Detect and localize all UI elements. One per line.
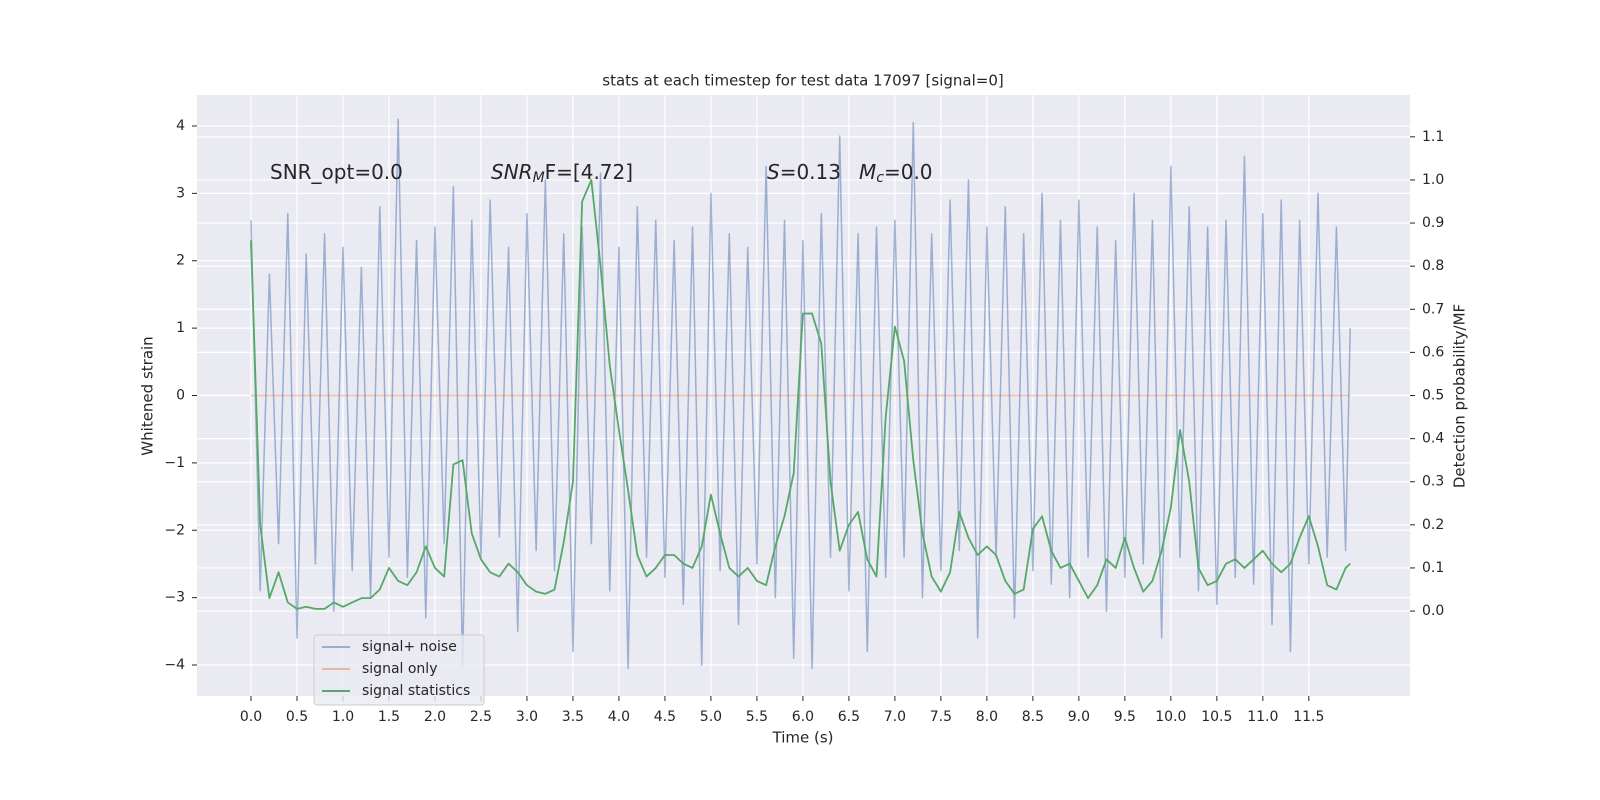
x-tick-label: 4.0 (608, 709, 630, 725)
x-tick-label: 8.0 (976, 709, 998, 725)
y-tick-label: 1 (176, 320, 185, 336)
y2-tick-label: 0.6 (1422, 344, 1444, 360)
y2-tick-label: 0.2 (1422, 517, 1444, 533)
x-tick-label: 1.0 (332, 709, 354, 725)
annotation: SNRMF=[4.72] (491, 160, 633, 187)
x-tick-label: 2.0 (424, 709, 446, 725)
y-tick-label: −1 (164, 455, 185, 471)
annotation: S=0.13 (767, 160, 841, 184)
x-tick-label: 2.5 (470, 709, 492, 725)
x-tick-label: 9.0 (1068, 709, 1090, 725)
series-line (250, 118, 1351, 670)
x-tick-label: 0.5 (286, 709, 308, 725)
y2-tick-label: 0.4 (1422, 431, 1444, 447)
y2-tick-label: 0.7 (1422, 301, 1444, 317)
annotation: SNR_opt=0.0 (270, 160, 403, 184)
x-tick-label: 5.0 (700, 709, 722, 725)
annotation-main: M (859, 160, 876, 184)
y2-tick-label: 0.0 (1422, 603, 1444, 619)
legend-box (313, 634, 485, 706)
y-tick-label: 4 (176, 118, 185, 134)
x-tick-label: 10.5 (1201, 709, 1232, 725)
annotation-rest: =0.0 (884, 160, 933, 184)
annotation-rest: =0.13 (780, 160, 841, 184)
annotation-text: SNR_opt=0.0 (270, 160, 403, 184)
y2-axis-label: Detection probability/MF (1451, 304, 1469, 488)
annotation-sub: c (876, 170, 884, 186)
x-tick-label: 9.5 (1114, 709, 1136, 725)
x-tick-label: 5.5 (746, 709, 768, 725)
x-tick-label: 7.5 (930, 709, 952, 725)
x-tick-label: 10.0 (1155, 709, 1186, 725)
annotation-sub: M (533, 170, 545, 186)
x-tick-label: 3.0 (516, 709, 538, 725)
x-tick-label: 3.5 (562, 709, 584, 725)
x-tick-label: 1.5 (378, 709, 400, 725)
y-tick-label: 0 (176, 388, 185, 404)
x-tick-label: 0.0 (240, 709, 262, 725)
x-tick-label: 11.0 (1247, 709, 1278, 725)
series-line (250, 179, 1351, 610)
y2-tick-label: 1.0 (1422, 172, 1444, 188)
x-tick-label: 7.0 (884, 709, 906, 725)
annotation-rest: F=[4.72] (545, 160, 633, 184)
chart-title: stats at each timestep for test data 170… (602, 72, 1003, 90)
annotation-main: SNR (491, 160, 533, 184)
x-tick-label: 4.5 (654, 709, 676, 725)
annotation: Mc=0.0 (859, 160, 933, 187)
y-tick-label: 3 (176, 185, 185, 201)
y2-tick-label: 0.8 (1422, 258, 1444, 274)
y-tick-label: −2 (164, 522, 185, 538)
y2-tick-label: 0.1 (1422, 560, 1444, 576)
annotation-main: S (767, 160, 780, 184)
legend-label: signal+ noise (362, 639, 457, 655)
y2-tick-label: 1.1 (1422, 129, 1444, 145)
legend-label: signal only (362, 661, 437, 677)
x-tick-label: 8.5 (1022, 709, 1044, 725)
x-tick-label: 6.5 (838, 709, 860, 725)
y2-tick-label: 0.3 (1422, 474, 1444, 490)
y2-tick-label: 0.5 (1422, 388, 1444, 404)
y2-tick-label: 0.9 (1422, 215, 1444, 231)
legend-label: signal statistics (362, 683, 470, 699)
y-axis-label: Whitened strain (139, 336, 157, 455)
x-axis-label: Time (s) (772, 729, 834, 747)
y-tick-label: −3 (164, 590, 185, 606)
y-tick-label: −4 (164, 657, 185, 673)
y-tick-label: 2 (176, 253, 185, 269)
x-tick-label: 11.5 (1293, 709, 1324, 725)
x-tick-label: 6.0 (792, 709, 814, 725)
